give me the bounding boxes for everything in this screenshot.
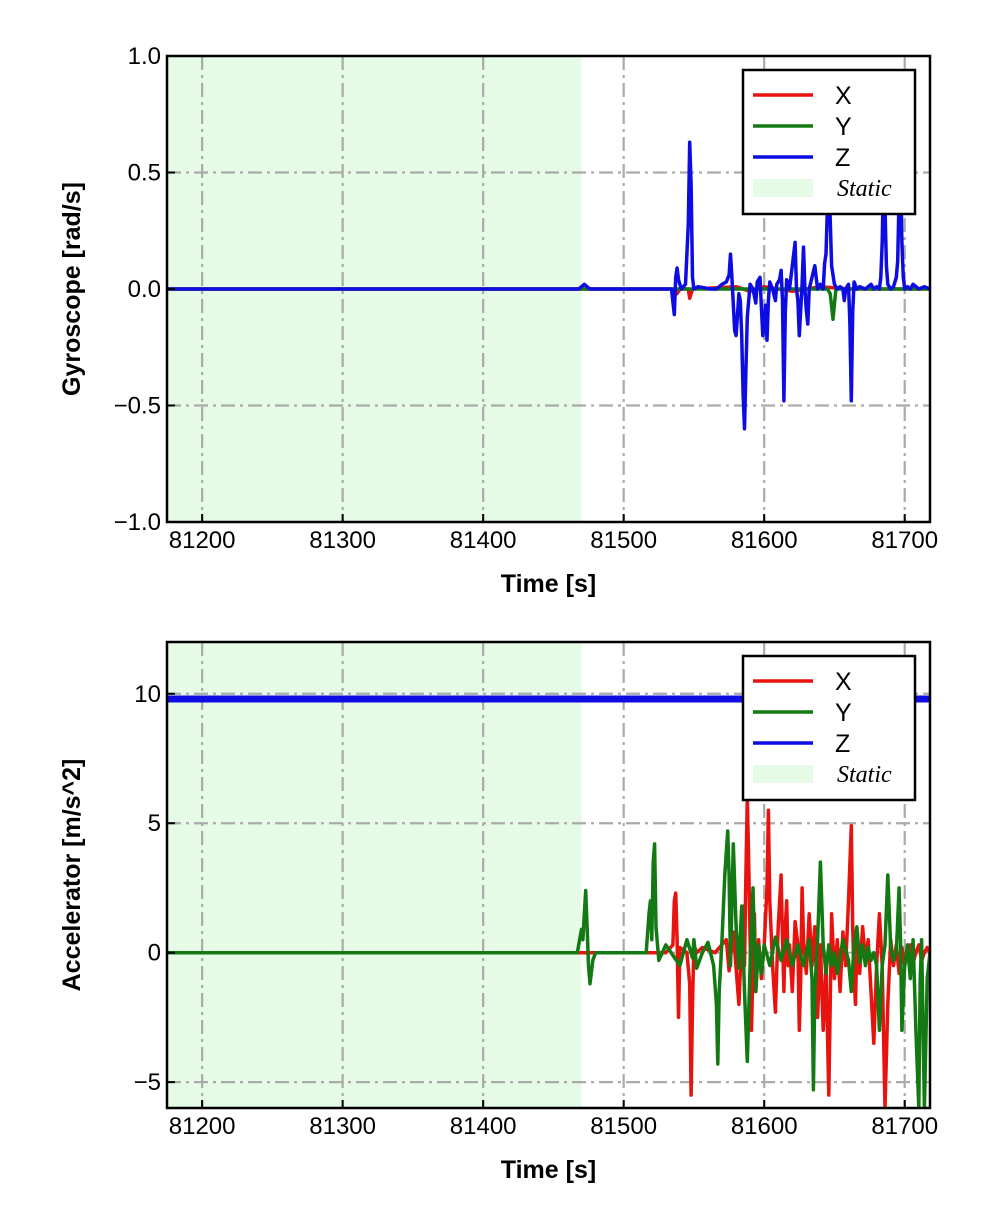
- y-tick-label: 1.0: [128, 43, 161, 70]
- x-tick-label: 81400: [450, 1113, 517, 1140]
- accelerator-plot: 81200 81300 81400 81500 81600 81700 −5 0 5 10 Time…: [58, 640, 938, 1184]
- legend-label-z: Z: [835, 144, 850, 172]
- legend-swatch-static: [753, 179, 813, 197]
- legend-swatch-static: [753, 765, 813, 783]
- legend-label-static: Static: [837, 762, 892, 788]
- x-tick-label: 81500: [590, 527, 657, 554]
- series-z-line: [167, 140, 930, 431]
- y-tick-label: 0: [148, 940, 161, 967]
- legend-label-z: Z: [835, 730, 850, 758]
- x-tick-label: 81300: [309, 1113, 376, 1140]
- x-tick-label: 81600: [731, 527, 798, 554]
- x-axis-label: Time [s]: [501, 570, 596, 598]
- y-tick-label: −1.0: [114, 509, 161, 536]
- series-y-line: [167, 829, 930, 1108]
- y-tick-label: −0.5: [114, 393, 161, 420]
- x-tick-label: 81200: [169, 527, 236, 554]
- legend: XYZ Static: [741, 654, 917, 802]
- y-tick-label: −5: [134, 1069, 161, 1096]
- legend-label-y: Y: [835, 699, 852, 727]
- x-tick-label: 81700: [871, 527, 938, 554]
- legend-label-y: Y: [835, 113, 852, 141]
- x-tick-label: 81700: [871, 1113, 938, 1140]
- legend-label-static: Static: [837, 176, 892, 202]
- x-tick-label: 81600: [731, 1113, 798, 1140]
- x-axis-label: Time [s]: [501, 1156, 596, 1184]
- y-tick-label: 0.5: [128, 160, 161, 187]
- x-tick-label: 81500: [590, 1113, 657, 1140]
- legend-label-x: X: [835, 82, 852, 110]
- static-region: [167, 642, 582, 1108]
- y-tick-label: 5: [148, 810, 161, 837]
- x-tick-label: 81300: [309, 527, 376, 554]
- y-tick-label: 10: [134, 681, 161, 708]
- x-tick-label: 81200: [169, 1113, 236, 1140]
- legend: XYZ Static: [741, 68, 917, 216]
- legend-label-x: X: [835, 668, 852, 696]
- x-tick-label: 81400: [450, 527, 517, 554]
- axes-frame: [165, 640, 932, 1110]
- y-tick-label: 0.0: [128, 276, 161, 303]
- gyroscope-plot: 81200 81300 81400 81500 81600 81700 −1.0 −0.5 0.…: [58, 43, 938, 598]
- y-axis-label: Gyroscope [rad/s]: [58, 182, 86, 396]
- y-axis-label: Accelerator [m/s^2]: [58, 759, 86, 992]
